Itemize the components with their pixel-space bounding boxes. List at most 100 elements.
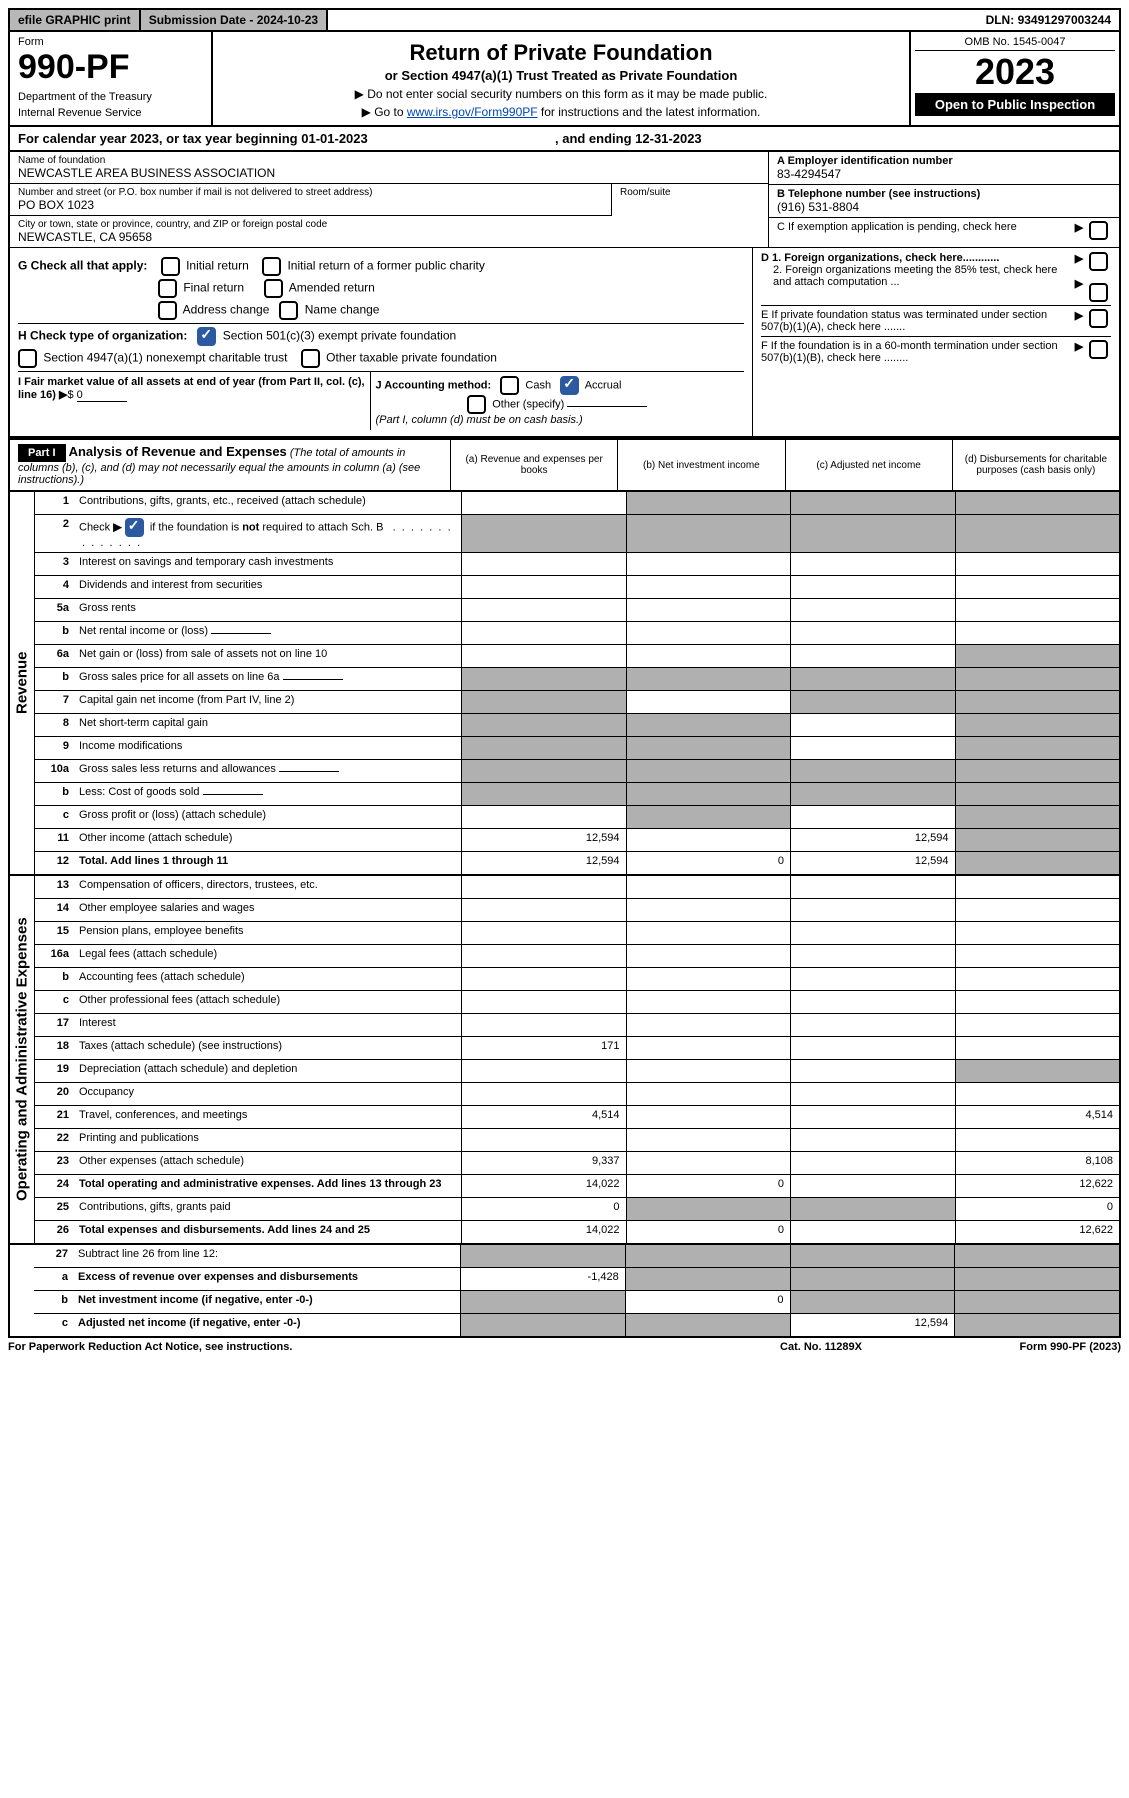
row-num: 1	[35, 492, 75, 514]
table-row: 15Pension plans, employee benefits	[35, 922, 1119, 945]
form-number: 990-PF	[18, 48, 203, 87]
row-desc: Compensation of officers, directors, tru…	[75, 876, 462, 898]
calendar-year: For calendar year 2023, or tax year begi…	[8, 127, 1121, 152]
cell	[791, 645, 956, 667]
phone-label: B Telephone number (see instructions)	[777, 188, 1111, 200]
phone-block: B Telephone number (see instructions) (9…	[769, 185, 1119, 218]
table-row: 14Other employee salaries and wages	[35, 899, 1119, 922]
table-row: 7Capital gain net income (from Part IV, …	[35, 691, 1119, 714]
j-accrual-label: Accrual	[585, 379, 622, 391]
ein-block: A Employer identification number 83-4294…	[769, 152, 1119, 185]
table-row: 1Contributions, gifts, grants, etc., rec…	[35, 492, 1119, 515]
j-cash[interactable]	[500, 376, 519, 395]
cell	[627, 691, 792, 713]
e-checkbox[interactable]	[1089, 309, 1108, 328]
cell	[627, 1014, 792, 1036]
row-desc: Other income (attach schedule)	[75, 829, 462, 851]
d2-checkbox[interactable]	[1089, 283, 1108, 302]
ein-val: 83-4294547	[777, 167, 1111, 181]
g-opt3: Amended return	[289, 281, 375, 295]
cell	[627, 922, 792, 944]
cell	[791, 737, 956, 759]
cell	[627, 1083, 792, 1105]
expenses-table: Operating and Administrative Expenses 13…	[8, 876, 1121, 1245]
j-other[interactable]	[467, 395, 486, 414]
col-c-head: (c) Adjusted net income	[786, 440, 953, 490]
cell	[627, 968, 792, 990]
address: Number and street (or P.O. box number if…	[10, 184, 612, 216]
row-num: 10a	[35, 760, 75, 782]
h-501c3[interactable]	[197, 327, 216, 346]
g-initial-former[interactable]	[262, 257, 281, 276]
checks-block: G Check all that apply: Initial return I…	[8, 247, 1121, 438]
cell	[956, 760, 1120, 782]
g-opt5: Name change	[305, 303, 380, 317]
cell: 12,622	[956, 1175, 1120, 1197]
cell	[955, 1268, 1119, 1290]
table-row: 4Dividends and interest from securities	[35, 576, 1119, 599]
g-amended[interactable]	[264, 279, 283, 298]
h-other-tax[interactable]	[301, 349, 320, 368]
h-4947[interactable]	[18, 349, 37, 368]
g-initial[interactable]	[161, 257, 180, 276]
g-address[interactable]	[158, 301, 177, 320]
table-row: 25Contributions, gifts, grants paid00	[35, 1198, 1119, 1221]
row-num: b	[35, 968, 75, 990]
row-num: 26	[35, 1221, 75, 1243]
cell: 0	[626, 1291, 791, 1313]
row-num: 4	[35, 576, 75, 598]
row-num: 24	[35, 1175, 75, 1197]
instr-link[interactable]: www.irs.gov/Form990PF	[407, 105, 538, 119]
header-left: Form 990-PF Department of the Treasury I…	[10, 32, 213, 125]
row-num: 23	[35, 1152, 75, 1174]
table-row: aExcess of revenue over expenses and dis…	[34, 1268, 1119, 1291]
cell	[791, 968, 956, 990]
cell	[462, 1129, 627, 1151]
cell: 0	[627, 1221, 792, 1243]
cell: 4,514	[462, 1106, 627, 1128]
cell	[627, 668, 792, 690]
cell	[956, 1014, 1120, 1036]
cell	[627, 1198, 792, 1220]
subdate-btn[interactable]: Submission Date - 2024-10-23	[141, 10, 328, 30]
g-name[interactable]	[279, 301, 298, 320]
row-desc: Gross sales less returns and allowances	[75, 760, 462, 782]
efile-btn[interactable]: efile GRAPHIC print	[10, 10, 141, 30]
row-num: b	[34, 1291, 74, 1313]
row-num: 27	[34, 1245, 74, 1267]
table-row: 12Total. Add lines 1 through 1112,594012…	[35, 852, 1119, 874]
cell	[791, 714, 956, 736]
j-accrual[interactable]	[560, 376, 579, 395]
cell	[791, 1129, 956, 1151]
i-val: 0	[77, 389, 127, 402]
row-num: c	[34, 1314, 74, 1336]
cell	[956, 945, 1120, 967]
cell	[627, 645, 792, 667]
table-row: 9Income modifications	[35, 737, 1119, 760]
row-desc: Legal fees (attach schedule)	[75, 945, 462, 967]
cell	[791, 1198, 956, 1220]
cell	[791, 576, 956, 598]
cell: 12,594	[791, 829, 956, 851]
table-row: 11Other income (attach schedule)12,59412…	[35, 829, 1119, 852]
cell	[791, 691, 956, 713]
g-opt4: Address change	[183, 303, 270, 317]
g-label: G Check all that apply:	[18, 259, 147, 273]
f-checkbox[interactable]	[1089, 340, 1108, 359]
cell	[627, 876, 792, 898]
cell	[956, 668, 1120, 690]
d1-checkbox[interactable]	[1089, 252, 1108, 271]
cell	[791, 760, 956, 782]
row-desc: Dividends and interest from securities	[75, 576, 462, 598]
cell	[627, 553, 792, 575]
table-row: 17Interest	[35, 1014, 1119, 1037]
col-d-head: (d) Disbursements for charitable purpose…	[953, 440, 1119, 490]
c-checkbox[interactable]	[1089, 221, 1108, 240]
cell	[462, 876, 627, 898]
ein-label: A Employer identification number	[777, 155, 1111, 167]
schb-checkbox[interactable]	[125, 518, 144, 537]
g-final[interactable]	[158, 279, 177, 298]
row-desc: Printing and publications	[75, 1129, 462, 1151]
cell	[955, 1245, 1119, 1267]
table-row: 23Other expenses (attach schedule)9,3378…	[35, 1152, 1119, 1175]
